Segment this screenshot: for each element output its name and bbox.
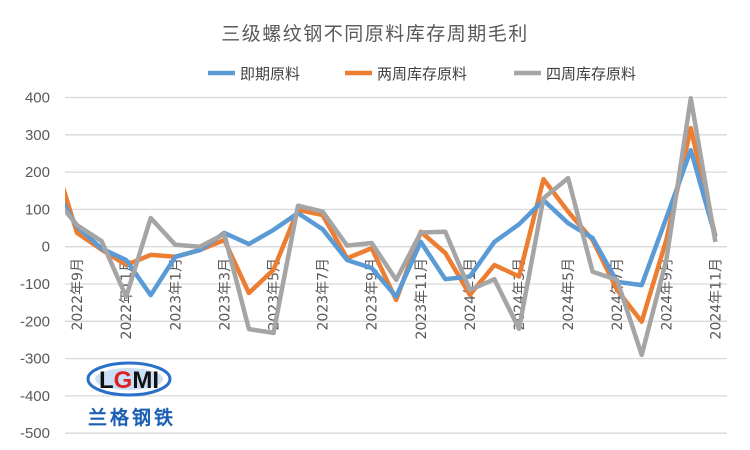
x-axis: 2022年9月 2022年11月 2023年1月 2023年3月 2023年5月 2023… [70,258,724,339]
x-tick-label: 2024年11月 [708,258,724,339]
x-tick-label: 2024年5月 [561,258,577,331]
y-tick-label: -400 [20,388,50,405]
legend-label: 四周库存原料 [546,65,636,83]
x-tick-label: 2023年3月 [217,258,233,331]
y-tick-label: -100 [20,276,50,293]
logo-subtext: 兰格钢铁 [88,406,176,429]
legend-label: 两周库存原料 [377,65,467,83]
series-lines [65,95,718,358]
chart-title: 三级螺纹钢不同原料库存周期毛利 [221,23,529,45]
series-line-2 [65,95,718,358]
y-tick-label: -200 [20,313,50,330]
y-tick-label: -300 [20,351,50,368]
logo-text: LGMI [99,367,159,394]
x-tick-label: 2024年9月 [659,258,675,331]
logo: LGMI 兰格钢铁 [86,361,176,429]
x-tick-label: 2023年11月 [414,258,430,339]
y-tick-label: 200 [25,164,50,181]
legend-label: 即期原料 [240,65,300,83]
gridlines [65,96,727,434]
x-tick-label: 2023年1月 [168,258,184,331]
y-tick-label: 300 [25,127,50,144]
x-tick-label: 2022年9月 [70,258,86,331]
x-tick-label: 2023年7月 [316,258,332,331]
y-tick-label: 0 [42,239,50,256]
y-tick-label: 400 [25,90,50,107]
series-line-0 [65,147,718,299]
legend: 即期原料 两周库存原料 四周库存原料 [208,65,636,83]
y-tick-label: 100 [25,201,50,218]
y-axis: 400 300 200 100 0 -100 -200 -300 -400 -500 [20,90,50,443]
y-tick-label: -500 [20,425,50,442]
series-line-1 [65,125,718,324]
